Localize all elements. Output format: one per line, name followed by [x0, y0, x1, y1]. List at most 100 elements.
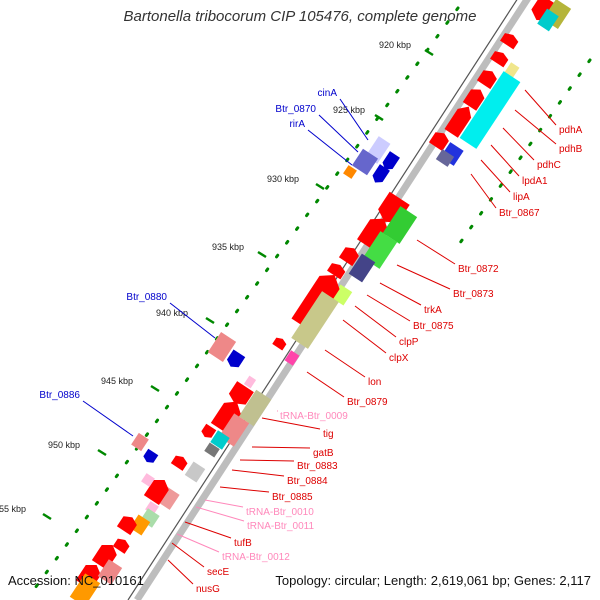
gene-feature: [69, 573, 101, 600]
gene-feature: [201, 423, 217, 438]
tick-mark: [205, 316, 215, 325]
leader-line: [306, 371, 345, 398]
tick-mark: [424, 48, 434, 57]
tick-mark: [315, 182, 325, 191]
leader-line: [366, 294, 411, 322]
tick-label: 955 kbp: [0, 504, 26, 514]
label-lon: lon: [368, 377, 381, 388]
tick-mark: [150, 384, 160, 393]
label-Btr_0870: Btr_0870: [275, 104, 316, 115]
label-pdhB: pdhB: [559, 144, 583, 155]
gene-feature: [116, 516, 137, 536]
label-tufB: tufB: [234, 538, 252, 549]
leader-line: [318, 114, 359, 153]
leader-line: [470, 173, 497, 209]
gene-clpP: [316, 277, 337, 297]
leader-line: [219, 486, 270, 493]
tick-label: 920 kbp: [379, 40, 411, 50]
gene-Btr_0880-box: [207, 332, 237, 362]
tick-mark: [374, 113, 384, 122]
leader-line: [342, 319, 387, 354]
label-Btr_0880: Btr_0880: [126, 292, 167, 303]
gene-feature: [97, 559, 123, 585]
leader-line: [524, 89, 557, 126]
gene-Btr_0886: [143, 448, 159, 463]
gene-Btr_0880: [226, 349, 246, 368]
leader-line: [231, 469, 285, 477]
gene-rirA: [372, 164, 390, 183]
label-tRNA-Btr_0012: tRNA-Btr_0012: [222, 552, 290, 563]
label-Btr_0879: Btr_0879: [347, 397, 388, 408]
gene-feature: [141, 473, 155, 487]
tick-mark: [97, 448, 107, 457]
map-title: Bartonella tribocorum CIP 105476, comple…: [123, 8, 477, 25]
ruler-dots-outer: [28, 6, 460, 597]
label-tig: tig: [323, 429, 334, 440]
label-Btr_0886: Btr_0886: [39, 390, 80, 401]
gene-Btr_0884: [204, 442, 220, 458]
label-clpX: clpX: [389, 353, 409, 364]
label-pdhC: pdhC: [537, 160, 561, 171]
leader-line: [379, 282, 422, 306]
label-Btr_0883: Btr_0883: [297, 461, 338, 472]
leader-line: [354, 305, 397, 338]
gene-Btr_0867-box: [435, 149, 455, 167]
gene-tRNA-Btr_0012: [129, 514, 151, 536]
label-secE: secE: [207, 567, 230, 578]
leader-line: [324, 349, 366, 378]
leader-line: [480, 159, 511, 193]
gene-feature: [327, 263, 346, 280]
gene-tRNA-Btr_0009: [243, 375, 257, 389]
gene-lon: [291, 291, 339, 349]
leader-line: [195, 506, 245, 522]
gene-trkA-green: [362, 231, 398, 269]
leader-line: [169, 302, 216, 339]
gene-feature: [476, 70, 497, 90]
tick-label: 950 kbp: [48, 440, 80, 450]
label-cinA: cinA: [318, 88, 338, 99]
leader-line: [261, 417, 321, 430]
gene-Btr_0886-box: [131, 432, 149, 452]
label-gatB: gatB: [313, 448, 334, 459]
gene-feature: [170, 455, 188, 471]
leader-line: [490, 144, 520, 177]
leader-line: [171, 542, 205, 568]
tick-label: 945 kbp: [101, 376, 133, 386]
label-pdhA: pdhA: [559, 125, 583, 136]
leader-line: [176, 533, 220, 553]
gene-tig: [228, 381, 254, 405]
gene-pdhB: [537, 8, 559, 32]
label-lipA: lipA: [513, 192, 530, 203]
tick-label: 935 kbp: [212, 242, 244, 252]
gene-Btr_0883: [210, 430, 230, 450]
gene-feature: [500, 33, 519, 50]
leader-line: [204, 499, 244, 508]
genome-summary: Topology: circular; Length: 2,619,061 bp…: [275, 573, 591, 588]
gene-pdhA-pale: [504, 62, 520, 78]
gene-pdhC: [444, 106, 472, 138]
leader-line: [184, 521, 232, 539]
gene-feature: [143, 479, 169, 505]
tick-label: 940 kbp: [156, 308, 188, 318]
label-Btr_0885: Btr_0885: [272, 492, 313, 503]
label-tRNA-Btr_0011: tRNA-Btr_0011: [247, 521, 315, 532]
leader-line: [339, 98, 369, 141]
label-rirA: rirA: [289, 119, 305, 130]
label-clpP: clpP: [399, 337, 419, 348]
leader-line: [502, 127, 535, 161]
gene-tig-block: [238, 389, 272, 427]
gene-feature: [462, 89, 485, 111]
label-lpdA1: lpdA1: [522, 176, 548, 187]
gene-Btr_0879: [284, 350, 300, 366]
gene-feature: [338, 247, 359, 267]
gene-feature: [272, 337, 287, 351]
label-tRNA-Btr_0010: tRNA-Btr_0010: [246, 507, 314, 518]
leader-line: [514, 109, 557, 145]
label-tRNA-Btr_0009: tRNA-Btr_0009: [280, 411, 348, 422]
leader-line: [416, 239, 456, 265]
gene-tRNA-Btr_0010: [156, 486, 180, 510]
label-nusG: nusG: [196, 584, 220, 595]
label-Btr_0872: Btr_0872: [458, 264, 499, 275]
gene-feature: [490, 51, 509, 68]
